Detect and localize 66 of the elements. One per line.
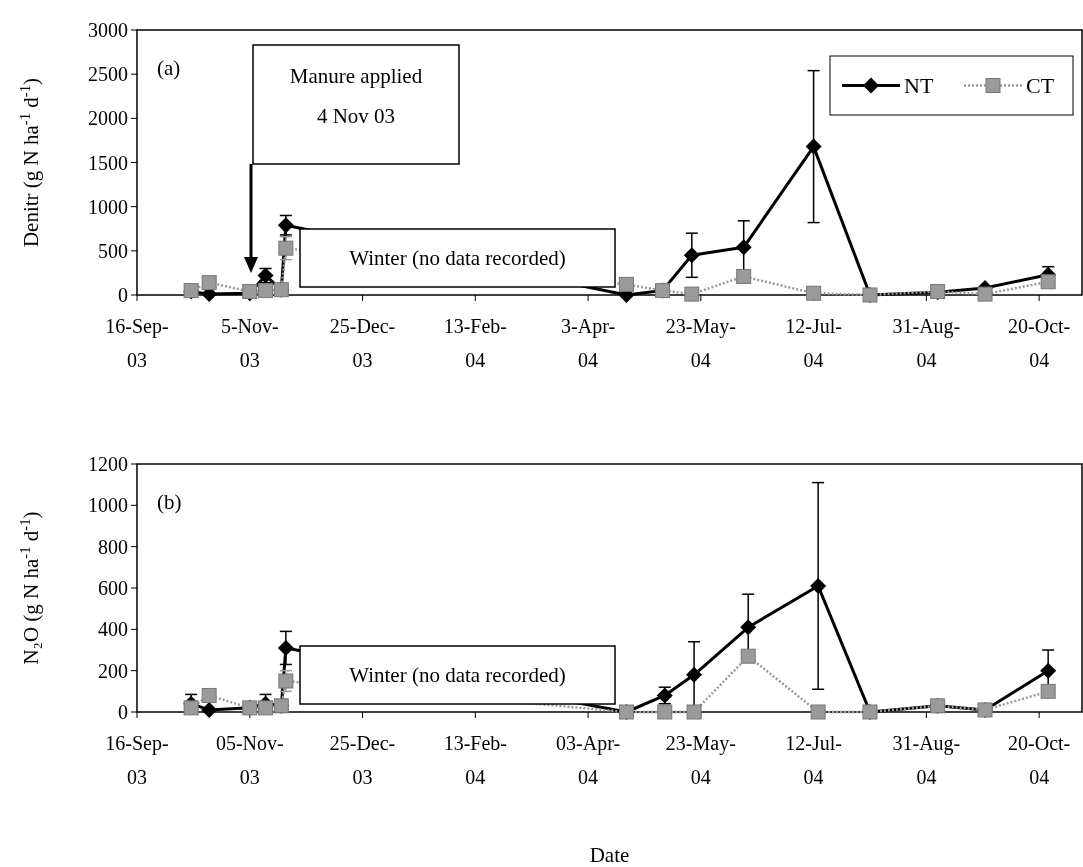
point [278,673,294,689]
x-tick-label: 31-Aug-04 [892,732,961,788]
x-tick-label: 12-Jul-04 [785,732,842,788]
x-tick-label: 13-Feb-04 [443,732,507,788]
y-tick-label: 3000 [88,19,128,41]
annotation: Manure applied 4 Nov 03 [289,64,423,128]
point [183,700,199,716]
point [1040,683,1056,699]
y-tick-label: 400 [98,618,128,641]
y-tick-label: 500 [98,239,128,262]
point [657,704,673,720]
point [740,648,756,664]
point [258,700,274,716]
x-axis-title: Date [589,843,630,867]
point [201,275,217,291]
annotation: (a) [157,56,181,80]
x-tick-label: 05-Nov-03 [215,732,284,788]
y-tick-label: 2500 [88,63,128,86]
x-tick-label: 16-Sep-03 [105,732,169,788]
point [618,276,634,292]
x-tick-label: 31-Aug-04 [892,315,961,371]
x-tick-label: 12-Jul-04 [785,315,842,371]
point [810,577,827,594]
point [201,701,218,718]
x-tick-label: 3-Apr-04 [561,315,616,371]
point [201,687,217,703]
point [806,285,822,301]
x-tick-label: 20-Oct-04 [1008,732,1071,788]
annotation: (b) [157,490,182,514]
x-tick-label: 16-Sep-03 [105,315,169,371]
point [740,619,757,636]
point [258,283,274,299]
y-tick-label: 0 [118,701,128,723]
x-tick-label: 25-Dec-03 [329,315,396,371]
x-tick-label: 20-Oct-04 [1008,315,1071,371]
point [684,286,700,302]
y-tick-label: 200 [98,659,128,682]
point [686,666,703,683]
x-tick-label: 23-May-04 [665,315,736,371]
y-tick-label: 800 [98,535,128,558]
y-tick-label: 1000 [88,494,128,517]
y-tick-label: 1000 [88,195,128,218]
x-tick-label: 25-Dec-03 [329,732,396,788]
point [735,239,752,256]
point [977,286,993,302]
point [736,268,752,284]
point [805,138,822,155]
x-tick-label: 23-May-04 [665,732,736,788]
y-tick-label: 1500 [88,151,128,174]
y-tick-label: 2000 [88,107,128,130]
point [686,704,702,720]
annotation: Winter (no data recorded) [349,246,566,271]
x-tick-label: 5-Nov-03 [220,315,279,371]
y-tick-label: 0 [118,284,128,306]
point [683,247,700,264]
point [810,704,826,720]
y-tick-label: 600 [98,577,128,599]
x-tick-label: 13-Feb-04 [443,315,507,371]
point [278,240,294,256]
x-tick-label: 03-Apr-04 [556,732,621,788]
legend-label: CT [1026,73,1055,99]
y-tick-label: 1200 [88,453,128,475]
legend-label: NT [904,73,934,99]
point [277,639,294,656]
point [1040,662,1057,679]
annotation: Winter (no data recorded) [349,663,566,688]
